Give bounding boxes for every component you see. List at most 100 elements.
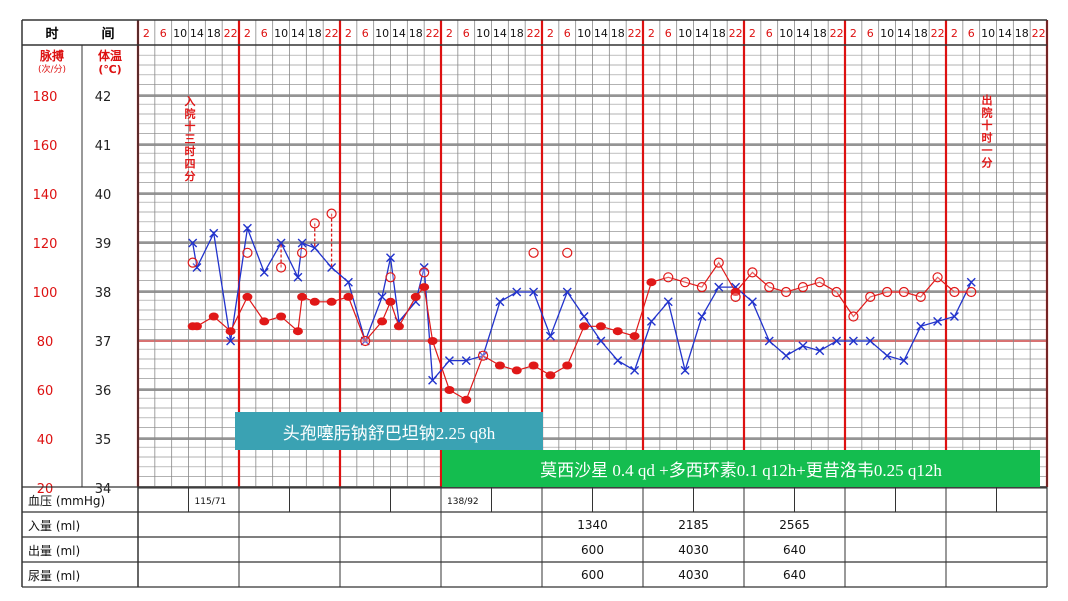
header-time-label: 时 bbox=[45, 26, 58, 42]
red-open-point bbox=[477, 350, 489, 361]
blue-cross-point bbox=[646, 316, 656, 326]
red-series-line bbox=[192, 261, 972, 401]
red-circle-point bbox=[730, 291, 741, 302]
annotation-char: 三 bbox=[185, 133, 196, 146]
blue-cross-point bbox=[529, 287, 539, 297]
blue-cross-point bbox=[747, 297, 757, 307]
blue-cross-point bbox=[242, 223, 252, 233]
hour-label: 22 bbox=[426, 27, 440, 40]
hour-label: 6 bbox=[160, 27, 167, 40]
red-dot-point bbox=[242, 292, 253, 301]
hour-label: 14 bbox=[695, 27, 709, 40]
hour-label: 2 bbox=[850, 27, 857, 40]
blue-cross-point bbox=[815, 346, 825, 356]
temp-tick: 36 bbox=[95, 384, 112, 399]
blue-cross-point bbox=[832, 336, 842, 346]
drug-banner-moxifloxacin: 莫西沙星 0.4 qd +多西环素0.1 q12h+更昔洛韦0.25 q12h bbox=[442, 450, 1040, 487]
red-dot-point bbox=[494, 361, 505, 370]
temp-tick: 38 bbox=[95, 286, 112, 301]
blue-cross-point bbox=[899, 356, 909, 366]
hour-label: 18 bbox=[510, 27, 524, 40]
hour-label: 22 bbox=[729, 27, 743, 40]
hour-label: 18 bbox=[712, 27, 726, 40]
red-open-point bbox=[747, 267, 758, 278]
red-circle-point bbox=[309, 218, 320, 229]
header-time-label: 间 bbox=[101, 26, 114, 42]
pulse-tick: 160 bbox=[33, 139, 58, 154]
hour-label: 14 bbox=[998, 27, 1012, 40]
hour-label: 10 bbox=[678, 27, 692, 40]
hour-label: 18 bbox=[207, 27, 221, 40]
blue-cross-point bbox=[444, 356, 454, 366]
hour-label: 2 bbox=[244, 27, 251, 40]
blue-cross-point bbox=[916, 321, 926, 331]
annotation-char: 分 bbox=[982, 156, 993, 170]
temp-tick: 35 bbox=[95, 433, 112, 448]
table-cell: 4030 bbox=[678, 543, 709, 557]
blue-cross-point bbox=[764, 336, 774, 346]
blue-cross-point bbox=[630, 365, 640, 375]
blue-cross-point bbox=[293, 272, 303, 282]
red-circle-point bbox=[187, 257, 198, 268]
red-dot-point bbox=[629, 332, 640, 341]
hour-label: 18 bbox=[409, 27, 423, 40]
red-dot-point bbox=[579, 322, 590, 331]
red-dot-point bbox=[461, 395, 472, 404]
blue-cross-point bbox=[209, 228, 219, 238]
bp-value: 115/71 bbox=[195, 497, 227, 507]
hour-label: 18 bbox=[308, 27, 322, 40]
red-dot-point bbox=[545, 371, 556, 380]
pulse-axis-unit: (次/分) bbox=[38, 63, 66, 75]
red-circle-point bbox=[275, 262, 287, 273]
hour-label: 6 bbox=[564, 27, 571, 40]
temp-tick: 42 bbox=[95, 90, 112, 105]
bp-value: 138/92 bbox=[447, 497, 479, 507]
blue-cross-point bbox=[865, 336, 875, 346]
hour-label: 2 bbox=[749, 27, 756, 40]
blue-cross-point bbox=[297, 238, 307, 248]
hour-label: 2 bbox=[951, 27, 958, 40]
annotation-char: 院 bbox=[982, 106, 993, 120]
hour-label: 10 bbox=[880, 27, 894, 40]
hour-label: 14 bbox=[291, 27, 305, 40]
annotation-char: 时 bbox=[185, 144, 196, 158]
hour-label: 14 bbox=[897, 27, 911, 40]
hour-label: 6 bbox=[968, 27, 975, 40]
hour-label: 10 bbox=[981, 27, 995, 40]
red-open-point bbox=[881, 286, 893, 298]
table-cell: 1340 bbox=[577, 518, 608, 532]
red-dot-point bbox=[410, 292, 421, 301]
red-open-point bbox=[713, 257, 724, 268]
annotation-char: 时 bbox=[982, 131, 993, 145]
table-cell: 2185 bbox=[678, 518, 709, 532]
red-dot-point bbox=[292, 327, 303, 336]
pulse-tick: 40 bbox=[37, 433, 54, 448]
red-open-point bbox=[764, 282, 775, 293]
pulse-axis-title: 脉搏 bbox=[39, 48, 64, 63]
blue-cross-point bbox=[714, 282, 724, 292]
red-circle-point bbox=[419, 267, 430, 278]
hour-label: 14 bbox=[493, 27, 507, 40]
temp-tick: 39 bbox=[95, 237, 112, 252]
red-dot-point bbox=[427, 337, 438, 345]
temp-tick: 37 bbox=[95, 335, 112, 350]
blue-cross-point bbox=[259, 267, 269, 277]
table-row-label: 尿量 (ml) bbox=[28, 569, 80, 583]
table-cell: 600 bbox=[581, 568, 604, 582]
red-dot-point bbox=[612, 327, 623, 336]
blue-cross-point bbox=[663, 297, 673, 307]
hour-label: 14 bbox=[796, 27, 810, 40]
hour-label: 18 bbox=[914, 27, 928, 40]
pulse-tick: 120 bbox=[33, 237, 58, 252]
hour-label: 14 bbox=[594, 27, 608, 40]
table-cell: 2565 bbox=[779, 518, 810, 532]
red-circle-point bbox=[385, 272, 396, 283]
hour-label: 14 bbox=[190, 27, 204, 40]
hour-label: 10 bbox=[779, 27, 793, 40]
hour-label: 18 bbox=[813, 27, 827, 40]
pulse-tick: 140 bbox=[33, 188, 58, 203]
annotation-char: 出 bbox=[982, 93, 993, 107]
hour-label: 2 bbox=[446, 27, 453, 40]
blue-cross-point bbox=[192, 263, 202, 272]
